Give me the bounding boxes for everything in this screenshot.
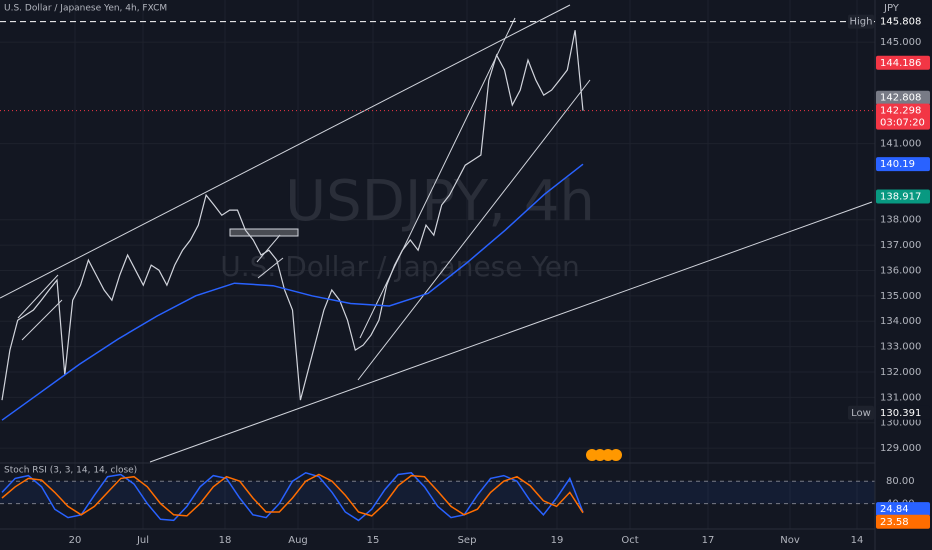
x-tick-label: 17 bbox=[702, 535, 715, 546]
price-tag bbox=[876, 55, 930, 70]
trend-line bbox=[256, 234, 281, 263]
x-tick-label: Oct bbox=[621, 535, 638, 546]
price-tag-label: 144.186 bbox=[880, 58, 921, 69]
trend-line bbox=[359, 17, 516, 339]
extreme-tag-label: Low bbox=[851, 408, 871, 419]
y-tick-label: 80.00 bbox=[886, 476, 915, 487]
x-tick-label: Nov bbox=[780, 535, 800, 546]
series-line bbox=[1, 471, 584, 522]
y-tick-label: 134.000 bbox=[880, 316, 921, 327]
event-icons bbox=[586, 449, 622, 461]
price-tag bbox=[876, 514, 930, 529]
price-tag-label: 24.84 bbox=[880, 504, 909, 515]
price-tag-label: 145.808 bbox=[880, 17, 921, 28]
price-tag bbox=[876, 189, 930, 204]
grid bbox=[0, 0, 875, 529]
price-tag bbox=[876, 90, 930, 105]
price-tag-label: 140.19 bbox=[880, 159, 915, 170]
trend-line bbox=[0, 4, 571, 299]
price-tag-label: 23.58 bbox=[880, 517, 909, 528]
x-tick-label: 19 bbox=[551, 535, 564, 546]
extreme-tag bbox=[848, 14, 874, 29]
price-tag bbox=[876, 502, 930, 517]
series-line bbox=[1, 30, 584, 401]
y-tick-label: 138.000 bbox=[880, 215, 921, 226]
trend-line bbox=[149, 201, 873, 463]
x-tick-label: 20 bbox=[69, 535, 82, 546]
y-tick-label: 130.000 bbox=[880, 418, 921, 429]
price-tag-label: 130.391 bbox=[880, 408, 921, 419]
range-box bbox=[229, 228, 299, 237]
price-tag bbox=[876, 14, 930, 29]
price-tag-label: 142.808 bbox=[880, 93, 921, 104]
y-tick-label: 135.000 bbox=[880, 291, 921, 302]
rsi-band bbox=[0, 481, 875, 504]
symbol-title: U.S. Dollar / Japanese Yen, 4h, FXCM bbox=[4, 4, 167, 14]
trend-line bbox=[21, 299, 63, 341]
pane-title: Stoch RSI (3, 3, 14, 14, close) bbox=[4, 466, 137, 476]
trend-line bbox=[357, 79, 591, 381]
x-tick-label: Sep bbox=[458, 535, 477, 546]
x-tick-label: 18 bbox=[219, 535, 232, 546]
price-tag-label: 138.917 bbox=[880, 191, 921, 202]
y-tick-label: 137.000 bbox=[880, 240, 921, 251]
extreme-tag bbox=[848, 405, 874, 420]
y-tick-label: 131.000 bbox=[880, 392, 921, 403]
x-tick-label: 14 bbox=[851, 535, 864, 546]
price-tag-label: 142.298 bbox=[880, 106, 921, 117]
currency: JPY bbox=[883, 3, 900, 14]
y-tick-label: 145.000 bbox=[880, 37, 921, 48]
y-tick-label: 132.000 bbox=[880, 367, 921, 378]
y-tick-label: 141.000 bbox=[880, 139, 921, 150]
y-tick-label: 129.000 bbox=[880, 443, 921, 454]
x-tick-label: Jul bbox=[136, 535, 149, 546]
y-tick-label: 136.000 bbox=[880, 265, 921, 276]
watermark-symbol: USDJPY, 4h bbox=[285, 169, 595, 234]
price-tag bbox=[876, 103, 930, 130]
trend-line bbox=[257, 257, 284, 279]
price-tag bbox=[876, 405, 930, 420]
trend-line bbox=[17, 274, 59, 319]
series-line bbox=[1, 473, 584, 517]
x-tick-label: 15 bbox=[367, 535, 380, 546]
drawings bbox=[0, 4, 873, 463]
price-tag bbox=[876, 157, 930, 172]
y-tick-label: 133.000 bbox=[880, 342, 921, 353]
series-line bbox=[1, 163, 584, 421]
extreme-tag-label: High bbox=[850, 17, 873, 28]
countdown: 03:07:20 bbox=[880, 118, 925, 129]
x-tick-label: Aug bbox=[288, 535, 308, 546]
